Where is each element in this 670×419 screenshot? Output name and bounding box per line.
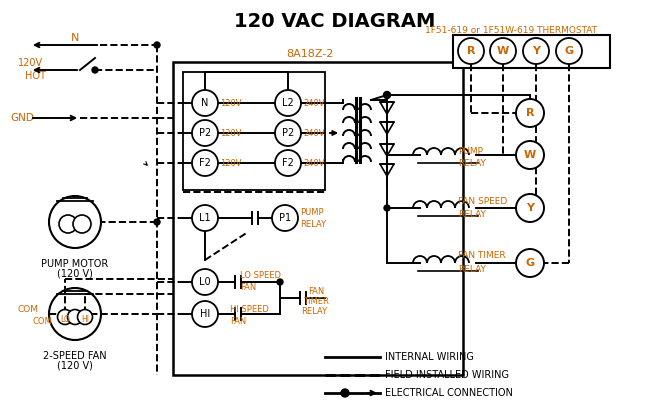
Circle shape: [154, 42, 160, 48]
Text: R: R: [526, 108, 534, 118]
Circle shape: [68, 310, 82, 324]
Circle shape: [383, 91, 391, 98]
Text: 2-SPEED FAN: 2-SPEED FAN: [43, 351, 107, 361]
Circle shape: [516, 194, 544, 222]
Text: RELAY: RELAY: [300, 220, 326, 228]
Text: RELAY: RELAY: [301, 308, 327, 316]
Circle shape: [272, 205, 298, 231]
Circle shape: [192, 150, 218, 176]
Text: (120 V): (120 V): [57, 269, 93, 279]
Text: PUMP MOTOR: PUMP MOTOR: [42, 259, 109, 269]
Text: 240V: 240V: [303, 158, 324, 168]
Circle shape: [523, 38, 549, 64]
Text: L2: L2: [282, 98, 294, 108]
Text: FAN: FAN: [230, 316, 247, 326]
Circle shape: [458, 38, 484, 64]
Text: PUMP: PUMP: [458, 147, 483, 155]
Text: 240V: 240V: [303, 129, 324, 137]
Text: R: R: [467, 46, 475, 56]
Bar: [183, 72, 325, 190]
Circle shape: [154, 219, 160, 225]
Circle shape: [192, 269, 218, 295]
Text: INTERNAL WIRING: INTERNAL WIRING: [385, 352, 474, 362]
Text: 120V: 120V: [220, 129, 241, 137]
Circle shape: [516, 141, 544, 169]
Text: RELAY: RELAY: [458, 158, 486, 168]
Circle shape: [59, 215, 77, 233]
Circle shape: [49, 288, 101, 340]
Circle shape: [73, 215, 91, 233]
Text: FAN SPEED: FAN SPEED: [458, 197, 507, 205]
Text: LO SPEED: LO SPEED: [240, 272, 281, 280]
Circle shape: [58, 310, 72, 324]
Text: L1: L1: [199, 213, 211, 223]
Text: 120V: 120V: [220, 158, 241, 168]
Text: (120 V): (120 V): [57, 361, 93, 371]
Bar: [453, 35, 610, 68]
Text: 120V: 120V: [220, 98, 241, 108]
Text: P1: P1: [279, 213, 291, 223]
Text: RELAY: RELAY: [458, 210, 486, 218]
Text: TIMER: TIMER: [303, 297, 329, 307]
Text: 8A18Z-2: 8A18Z-2: [286, 49, 334, 59]
Text: HOT: HOT: [25, 71, 46, 81]
Circle shape: [556, 38, 582, 64]
Text: LO: LO: [60, 315, 70, 323]
Text: F2: F2: [282, 158, 294, 168]
Circle shape: [516, 249, 544, 277]
Text: HI SPEED: HI SPEED: [230, 305, 269, 315]
Circle shape: [78, 310, 92, 324]
Bar: [173, 62, 463, 375]
Circle shape: [275, 90, 301, 116]
Text: FAN TIMER: FAN TIMER: [458, 251, 506, 261]
Text: Y: Y: [532, 46, 540, 56]
Circle shape: [275, 150, 301, 176]
Circle shape: [341, 389, 349, 397]
Text: FAN: FAN: [308, 287, 324, 297]
Text: P2: P2: [282, 128, 294, 138]
Circle shape: [49, 196, 101, 248]
Circle shape: [192, 301, 218, 327]
Text: GND: GND: [10, 113, 34, 123]
Text: G: G: [564, 46, 574, 56]
Text: N: N: [71, 33, 79, 43]
Text: HI: HI: [81, 315, 89, 323]
Circle shape: [275, 120, 301, 146]
Text: COM: COM: [18, 305, 39, 313]
Text: L0: L0: [199, 277, 211, 287]
Circle shape: [384, 205, 390, 211]
Circle shape: [192, 120, 218, 146]
Circle shape: [92, 67, 98, 73]
Circle shape: [277, 279, 283, 285]
Text: COM: COM: [32, 318, 52, 326]
Circle shape: [192, 90, 218, 116]
Circle shape: [384, 92, 390, 98]
Text: P2: P2: [199, 128, 211, 138]
Circle shape: [516, 99, 544, 127]
Text: 120V: 120V: [18, 58, 43, 68]
Text: W: W: [497, 46, 509, 56]
Text: G: G: [525, 258, 535, 268]
Text: FIELD INSTALLED WIRING: FIELD INSTALLED WIRING: [385, 370, 509, 380]
Text: PUMP: PUMP: [300, 207, 324, 217]
Text: 240V: 240V: [303, 98, 324, 108]
Text: 120 VAC DIAGRAM: 120 VAC DIAGRAM: [234, 12, 436, 31]
Text: RELAY: RELAY: [458, 264, 486, 274]
Circle shape: [192, 205, 218, 231]
Text: W: W: [524, 150, 536, 160]
Text: F2: F2: [199, 158, 211, 168]
Text: Y: Y: [526, 203, 534, 213]
Text: 1F51-619 or 1F51W-619 THERMOSTAT: 1F51-619 or 1F51W-619 THERMOSTAT: [425, 26, 597, 34]
Text: HI: HI: [200, 309, 210, 319]
Circle shape: [490, 38, 516, 64]
Text: N: N: [201, 98, 208, 108]
Text: ELECTRICAL CONNECTION: ELECTRICAL CONNECTION: [385, 388, 513, 398]
Text: FAN: FAN: [240, 282, 256, 292]
